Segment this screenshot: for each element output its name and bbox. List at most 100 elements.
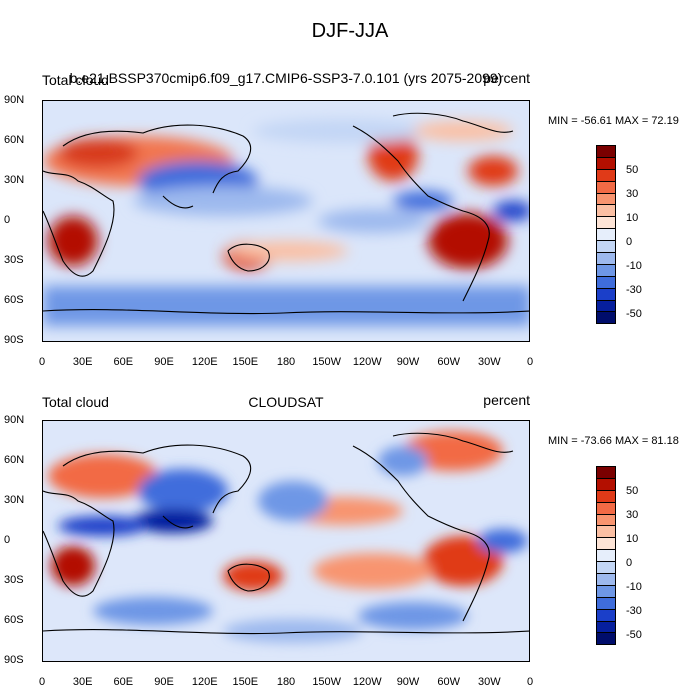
map-field — [43, 101, 529, 341]
min-max-label: MIN = -56.61 MAX = 72.19 — [548, 115, 679, 127]
colorbar-tick: 50 — [626, 164, 639, 176]
panel-center-label: b.e21.BSSP370cmip6.f09_g17.CMIP6-SSP3-7.… — [69, 70, 503, 86]
colorbar-tick: 10 — [626, 533, 639, 545]
colorbar-swatch — [596, 596, 616, 609]
lat-tick: 30S — [4, 574, 24, 586]
panel-right-label: percent — [483, 70, 530, 86]
panel-center-label: CLOUDSAT — [248, 394, 324, 410]
lon-tick: 120W — [352, 356, 382, 368]
colorbar-swatch — [596, 252, 616, 264]
colorbar-swatch — [596, 216, 616, 229]
panel-observations: Total cloud CLOUDSAT percent — [0, 390, 700, 690]
colorbar-swatch — [596, 466, 616, 478]
lat-tick: 60S — [4, 614, 24, 626]
lat-tick: 90N — [4, 414, 25, 426]
lat-tick: 60N — [4, 454, 25, 466]
colorbar-swatch — [596, 573, 616, 585]
lon-tick: 60E — [113, 356, 134, 368]
panel-right-label: percent — [483, 392, 530, 408]
colorbar-tick: 30 — [626, 188, 639, 200]
colorbar-swatch — [596, 168, 616, 181]
lon-tick: 0 — [526, 676, 534, 688]
coastlines — [43, 432, 529, 635]
colorbar-tick: -50 — [626, 629, 642, 641]
lon-tick: 120E — [191, 676, 218, 688]
colorbar-swatch — [596, 275, 616, 288]
colorbar-swatch — [596, 228, 616, 241]
lon-tick: 150E — [232, 356, 259, 368]
colorbar-swatch — [596, 299, 616, 312]
colorbar-swatch — [596, 489, 616, 502]
lon-tick: 30E — [72, 676, 93, 688]
lon-tick: 60W — [437, 356, 460, 368]
map-field — [43, 421, 529, 661]
lon-tick: 120E — [191, 356, 218, 368]
lat-tick: 30N — [4, 494, 25, 506]
colorbar-tick: -10 — [626, 260, 642, 272]
colorbar-swatch — [596, 513, 616, 526]
lon-tick: 90E — [154, 676, 174, 688]
lon-tick: 0 — [38, 356, 46, 368]
lat-tick: 30S — [4, 254, 24, 266]
colorbar-swatch — [596, 549, 616, 562]
colorbar-swatch — [596, 156, 616, 169]
lon-tick: 180 — [276, 676, 296, 688]
colorbar — [596, 145, 616, 324]
figure-title: DJF-JJA — [311, 20, 389, 42]
colorbar-tick: -30 — [626, 284, 642, 296]
colorbar-tick: 10 — [626, 212, 639, 224]
lat-tick: 0 — [4, 214, 11, 226]
map-plot-area — [42, 420, 530, 662]
lon-tick: 60E — [113, 676, 134, 688]
colorbar-swatch — [596, 145, 616, 157]
panel-left-label: Total cloud — [42, 394, 109, 410]
colorbar-swatch — [596, 525, 616, 538]
lon-tick: 120W — [352, 676, 382, 688]
lat-tick: 90N — [4, 94, 25, 106]
lon-tick: 150W — [312, 356, 342, 368]
colorbar-tick: 0 — [626, 236, 633, 248]
colorbar-swatch — [596, 501, 616, 514]
colorbar-swatch — [596, 632, 616, 645]
colorbar-swatch — [596, 204, 616, 217]
lon-tick: 30W — [477, 676, 501, 688]
colorbar-swatch — [596, 620, 616, 633]
lat-tick: 90S — [4, 334, 24, 346]
colorbar-swatch — [596, 192, 616, 205]
lat-tick: 60N — [4, 134, 25, 146]
lon-tick: 180 — [276, 356, 296, 368]
panel-left-label: Total cloud — [42, 72, 109, 88]
colorbar-tick: -30 — [626, 605, 642, 617]
lat-tick: 90S — [4, 654, 24, 666]
lon-tick: 90W — [396, 356, 420, 368]
colorbar-swatch — [596, 477, 616, 490]
colorbar-swatch — [596, 584, 616, 597]
lon-tick: 90E — [154, 356, 174, 368]
lon-tick: 0 — [38, 676, 46, 688]
lat-tick: 30N — [4, 174, 25, 186]
colorbar-tick: 0 — [626, 557, 633, 569]
colorbar-tick: -50 — [626, 308, 642, 320]
colorbar — [596, 466, 616, 645]
colorbar-swatch — [596, 311, 616, 324]
panel-model: Total cloud b.e21.BSSP370cmip6.f09_g17.C… — [0, 70, 700, 370]
colorbar-swatch — [596, 287, 616, 300]
colorbar-frame — [596, 145, 616, 324]
colorbar-tick: 50 — [626, 485, 639, 497]
coastlines — [43, 112, 529, 315]
colorbar-swatch — [596, 561, 616, 574]
lat-tick: 60S — [4, 294, 24, 306]
lon-tick: 150W — [312, 676, 342, 688]
lon-tick: 30E — [72, 356, 93, 368]
lon-tick: 0 — [526, 356, 534, 368]
colorbar-tick: -10 — [626, 581, 642, 593]
colorbar-tick: 30 — [626, 509, 639, 521]
colorbar-swatch — [596, 537, 616, 550]
map-plot-area — [42, 100, 530, 342]
colorbar-swatch — [596, 608, 616, 621]
colorbar-swatch — [596, 180, 616, 193]
min-max-label: MIN = -73.66 MAX = 81.18 — [548, 435, 679, 447]
lon-tick: 30W — [477, 356, 501, 368]
lon-tick: 150E — [232, 676, 259, 688]
colorbar-swatch — [596, 263, 616, 276]
